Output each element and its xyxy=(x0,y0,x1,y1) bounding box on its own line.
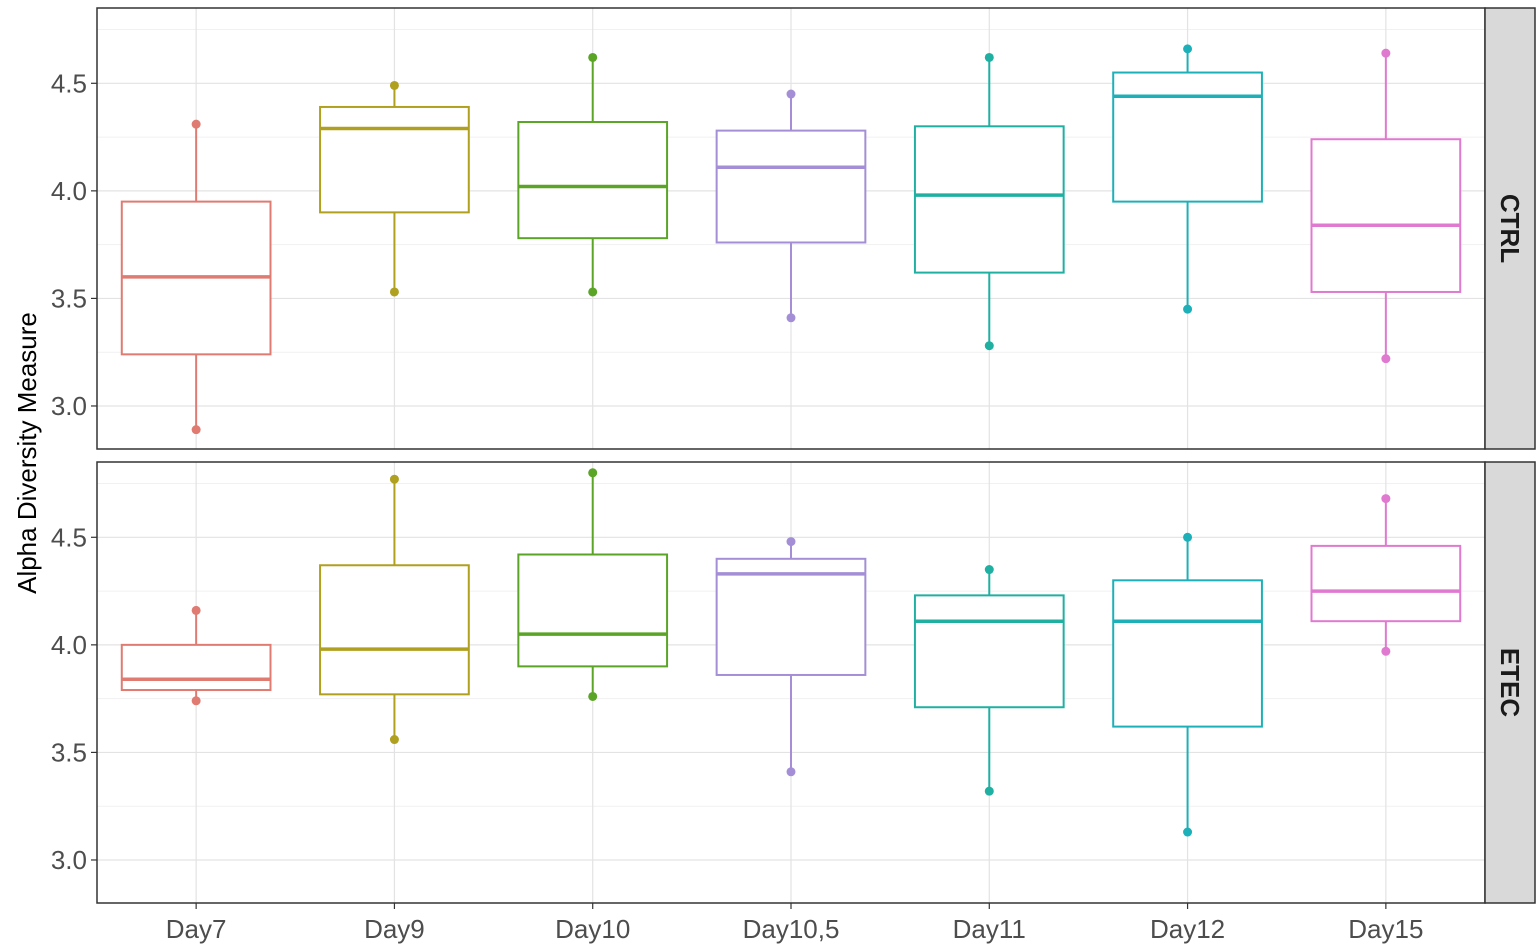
facet-panels: 3.0 3.5 4.0 4.5 CTRL 3.0 3.5 4.0 4.5 ETEC xyxy=(51,7,1536,904)
box-day7 xyxy=(120,119,272,435)
box-day15 xyxy=(1310,494,1462,656)
min-point xyxy=(1183,304,1193,314)
box-day11 xyxy=(913,52,1065,351)
x-tick-label: Day9 xyxy=(364,914,425,944)
box-day10 xyxy=(517,468,669,701)
min-point xyxy=(191,696,201,706)
min-point xyxy=(389,287,399,297)
box-iqr xyxy=(1310,138,1462,293)
max-point xyxy=(191,119,201,129)
y-tick-label: 4.5 xyxy=(51,68,87,98)
box-day15 xyxy=(1310,48,1462,364)
max-point xyxy=(588,468,598,478)
box-iqr xyxy=(1112,579,1263,728)
facet-strip: ETEC xyxy=(1484,461,1536,904)
box-iqr xyxy=(1112,71,1263,203)
min-point xyxy=(389,735,399,745)
box-day9 xyxy=(319,474,470,745)
max-point xyxy=(984,52,994,62)
strip-background xyxy=(1484,461,1536,904)
x-tick-label: Day7 xyxy=(166,914,227,944)
min-point xyxy=(588,691,598,701)
min-point xyxy=(786,767,796,777)
y-tick-label: 3.5 xyxy=(51,737,87,767)
strip-background xyxy=(1484,7,1536,450)
x-tick-label: Day15 xyxy=(1348,914,1423,944)
x-tick-label: Day12 xyxy=(1150,914,1225,944)
y-tick-label: 4.0 xyxy=(51,630,87,660)
box-day10 xyxy=(517,52,669,297)
max-point xyxy=(191,605,201,615)
min-point xyxy=(1183,827,1193,837)
box-iqr xyxy=(120,643,272,692)
max-point xyxy=(389,80,399,90)
min-point xyxy=(588,287,598,297)
box-day7 xyxy=(120,605,272,706)
facet-panel-etec: 3.0 3.5 4.0 4.5 ETEC xyxy=(51,461,1536,904)
y-tick-label: 3.5 xyxy=(51,283,87,313)
box-iqr xyxy=(913,125,1065,274)
max-point xyxy=(389,474,399,484)
min-point xyxy=(1381,646,1391,656)
box-iqr xyxy=(517,553,669,668)
box-iqr xyxy=(319,564,470,696)
max-point xyxy=(1183,532,1193,542)
max-point xyxy=(588,52,598,62)
max-point xyxy=(786,89,796,99)
x-axis: Day7 Day9 Day10 Day10,5 Day11 Day12 Day15 xyxy=(166,903,1423,944)
min-point xyxy=(1381,354,1391,364)
box-day10-5 xyxy=(715,89,867,323)
min-point xyxy=(984,341,994,351)
max-point xyxy=(984,565,994,575)
box-iqr xyxy=(319,105,470,214)
facet-strip: CTRL xyxy=(1484,7,1536,450)
y-tick-label: 4.5 xyxy=(51,522,87,552)
box-iqr xyxy=(517,121,669,240)
max-point xyxy=(1183,44,1193,54)
facet-panel-ctrl: 3.0 3.5 4.0 4.5 CTRL xyxy=(51,7,1536,450)
max-point xyxy=(786,537,796,547)
box-day12 xyxy=(1112,44,1263,314)
box-day9 xyxy=(319,80,470,297)
x-tick-label: Day10,5 xyxy=(743,914,840,944)
box-day11 xyxy=(913,565,1065,796)
y-tick-label: 3.0 xyxy=(51,391,87,421)
box-iqr xyxy=(715,557,867,676)
max-point xyxy=(1381,48,1391,58)
y-axis-title: Alpha Diversity Measure xyxy=(12,312,42,594)
min-point xyxy=(191,425,201,435)
box-day10-5 xyxy=(715,537,867,777)
min-point xyxy=(984,786,994,796)
max-point xyxy=(1381,494,1391,504)
box-day12 xyxy=(1112,532,1263,837)
box-iqr xyxy=(1310,544,1462,623)
y-tick-label: 4.0 xyxy=(51,176,87,206)
box-iqr xyxy=(715,129,867,244)
strip-label: CTRL xyxy=(1495,194,1525,263)
min-point xyxy=(786,313,796,323)
strip-label: ETEC xyxy=(1495,648,1525,718)
x-tick-label: Day10 xyxy=(555,914,630,944)
y-tick-label: 3.0 xyxy=(51,845,87,875)
x-tick-label: Day11 xyxy=(953,914,1026,944)
box-iqr xyxy=(913,594,1065,709)
